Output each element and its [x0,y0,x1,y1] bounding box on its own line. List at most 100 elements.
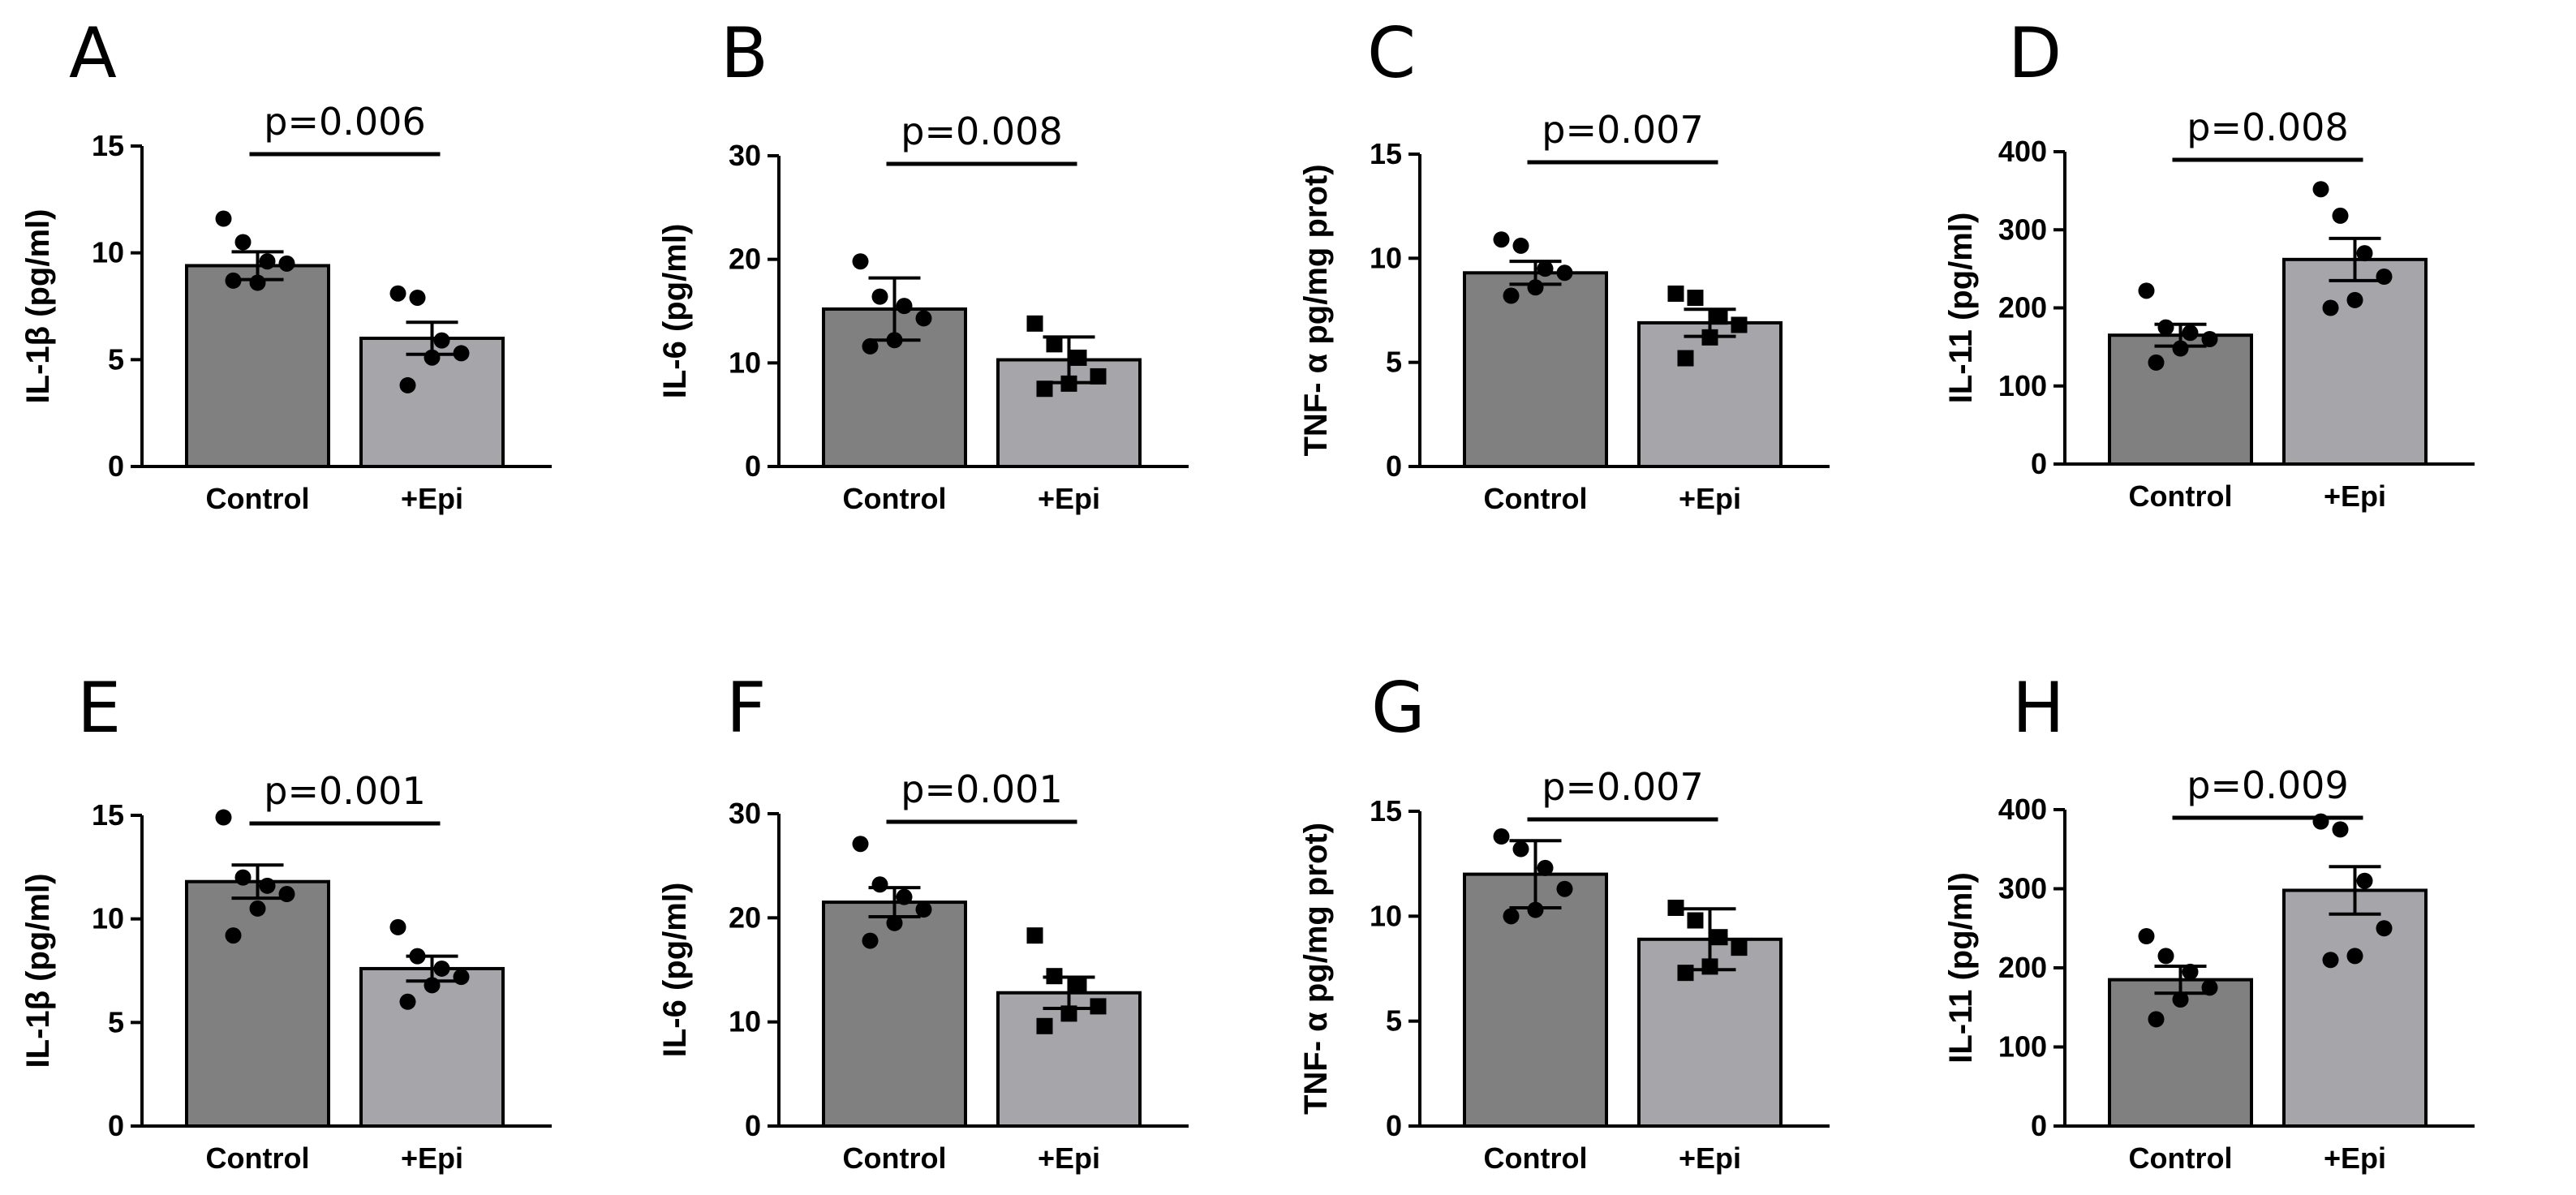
y-tick-label: 30 [729,139,761,172]
data-point-circle [2157,319,2174,336]
data-point-circle [433,332,450,349]
data-point-square [1701,958,1718,975]
bar-epi [996,358,1142,468]
y-tick-label: 100 [1998,1030,2047,1064]
data-point-circle [862,337,879,355]
data-point-square [1731,316,1748,333]
category-label: +Epi [401,1141,463,1175]
data-point-square [1090,998,1107,1015]
data-point-circle [896,888,913,905]
p-value-label: p=0.001 [264,769,425,813]
data-point-circle [1527,279,1544,296]
y-tick-label: 400 [1998,793,2047,826]
data-point-circle [399,376,416,393]
category-label: Control [1484,1141,1588,1175]
data-point-circle [852,253,869,270]
y-axis-label: IL-11 (pg/ml) [1943,872,1979,1064]
data-point-circle [886,914,903,931]
panel-letter: H [2012,668,2065,749]
data-point-circle [2138,282,2155,299]
category-label: +Epi [1679,1141,1741,1175]
data-point-square [1667,285,1684,302]
data-point-circle [2182,963,2199,980]
data-point-square [1036,380,1053,398]
data-point-circle [2201,331,2218,347]
data-point-square [1070,976,1087,993]
panel-letter: D [2008,13,2062,94]
data-point-circle [215,809,232,826]
category-label: Control [1484,482,1588,515]
panel-letter: B [720,13,768,94]
p-value-label: p=0.008 [901,110,1062,153]
data-point-circle [2148,1011,2165,1028]
data-point-square [1046,968,1063,985]
data-point-square [1090,368,1107,385]
data-point-square [1036,1017,1053,1034]
bar-epi [2282,888,2428,1128]
y-tick-label: 20 [729,243,761,276]
data-point-circle [278,255,295,272]
data-point-circle [259,877,276,894]
y-tick-label: 200 [1998,951,2047,984]
data-point-circle [2322,299,2339,316]
y-tick-label: 0 [108,449,124,483]
data-point-circle [389,285,406,302]
category-label: Control [843,1141,947,1175]
p-value-label: p=0.009 [2187,763,2348,807]
data-point-circle [2322,952,2339,969]
bar-control [185,264,330,469]
data-point-circle [399,993,416,1010]
data-point-circle [1493,828,1510,845]
data-point-circle [886,332,903,349]
data-point-circle [871,876,888,893]
y-tick-label: 0 [745,1109,761,1142]
bar-control [185,879,330,1128]
y-tick-label: 10 [1370,241,1402,274]
y-tick-label: 10 [729,1005,761,1038]
data-point-circle [2332,207,2349,224]
data-point-circle [453,969,470,986]
data-point-circle [1503,908,1520,925]
p-value-label: p=0.007 [1542,108,1703,152]
data-point-circle [2376,920,2393,937]
panel-letter: F [726,668,766,749]
data-point-square [1667,899,1684,916]
data-point-circle [2172,991,2189,1008]
data-point-circle [225,272,242,289]
data-point-square [1070,349,1087,366]
data-point-circle [389,918,406,935]
y-tick-label: 0 [1386,449,1402,483]
data-point-circle [249,274,266,291]
data-point-circle [1556,880,1573,897]
category-label: Control [843,482,947,515]
data-point-square [1687,912,1704,929]
y-tick-label: 5 [1386,346,1402,379]
data-point-circle [2138,928,2155,944]
y-tick-label: 10 [92,902,124,935]
panel-letter: A [69,13,117,94]
y-tick-label: 0 [2031,447,2047,480]
data-point-circle [225,927,242,944]
data-point-square [1731,939,1748,956]
data-point-square [1060,1005,1077,1022]
y-axis-label: IL-11 (pg/ml) [1943,213,1979,404]
y-axis-label: IL-1β (pg/ml) [20,874,56,1068]
data-point-circle [1493,231,1510,248]
bar-epi [2282,257,2428,466]
category-label: Control [206,1141,310,1175]
y-tick-label: 100 [1998,369,2047,402]
data-point-circle [1503,287,1520,304]
data-point-circle [862,932,879,949]
y-tick-label: 200 [1998,291,2047,325]
y-axis-label: IL-1β (pg/ml) [20,209,56,404]
y-tick-label: 10 [92,236,124,269]
data-point-circle [409,289,426,306]
data-point-circle [1527,901,1544,918]
category-label: +Epi [2324,1141,2386,1175]
y-tick-label: 400 [1998,135,2047,168]
data-point-circle [234,234,252,251]
data-point-circle [453,345,470,362]
category-label: +Epi [1038,1141,1100,1175]
data-point-circle [896,298,913,315]
data-point-circle [2172,340,2189,357]
